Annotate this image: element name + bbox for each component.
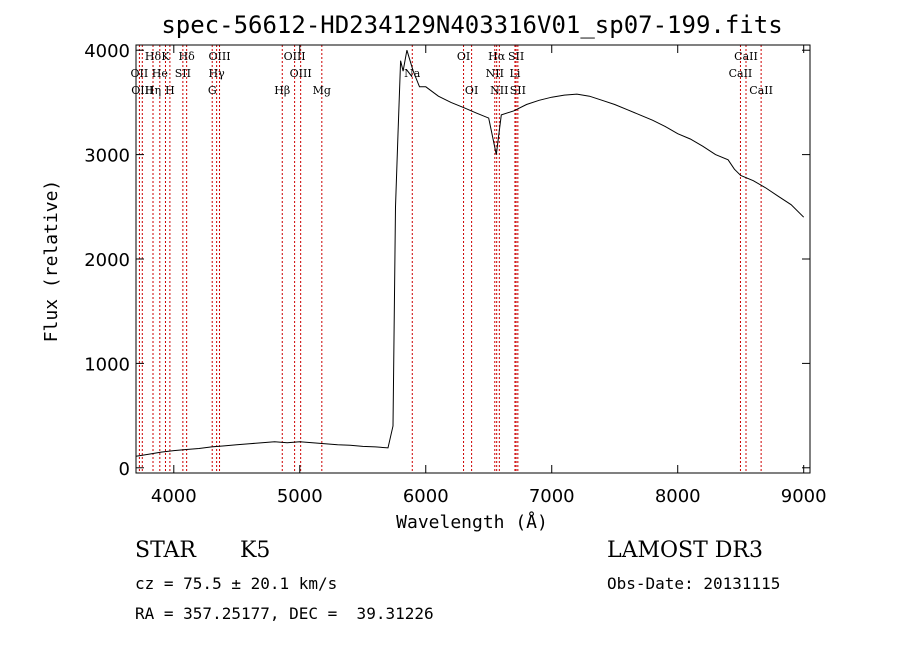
object-subclass: K5 [240,538,271,563]
spectral-line-label: Hγ [209,67,226,80]
y-tick-label: 2000 [84,250,130,271]
spectral-line-label: Hδ [145,50,162,63]
x-tick-label: 6000 [403,486,449,507]
spectral-line-label: OII [131,67,149,80]
x-tick-label: 8000 [655,486,701,507]
spectral-line-label: Hβ [274,84,290,97]
spectral-line-label: G [208,84,217,97]
spectral-line-label: Li [510,67,521,80]
y-tick-label: 4000 [84,41,130,62]
chart-title: spec-56612-HD234129N403316V01_sp07-199.f… [161,11,782,39]
y-axis-ticks: 0 1000 2000 3000 4000 [84,41,810,480]
spectral-line-label: K [161,50,170,63]
y-tick-label: 3000 [84,146,130,167]
spectral-line-label: Na [404,67,421,80]
spectral-line-label: NII [490,84,508,97]
spectral-line-label: OIII [208,50,230,63]
y-tick-label: 1000 [84,354,130,375]
x-tick-label: 5000 [277,486,323,507]
spectral-line-label: OIII [131,84,153,97]
spectral-line-label: Hα [488,50,506,63]
spectral-line-label: NII [486,67,504,80]
spectral-line-markers [138,45,762,473]
spectral-line-label: H [165,84,175,97]
y-tick-label: 0 [119,459,130,480]
spectral-line-label: Hη [145,84,161,97]
y-axis-label: Flux (relative) [41,180,62,343]
spectral-line-label: Mg [313,84,331,97]
survey-name: LAMOST DR3 [607,538,763,563]
coordinates: RA = 357.25177, DEC = 39.31226 [135,604,434,623]
object-class: STAR [135,538,196,563]
spectral-line-label: Hδ [179,50,196,63]
spectral-line-label: OIII [284,50,306,63]
spectral-line-label: OI [457,50,470,63]
spectrum-series [135,50,805,457]
spectral-line-label: CaII [749,84,773,97]
redshift-velocity: cz = 75.5 ± 20.1 km/s [135,574,338,593]
x-axis-label: Wavelength (Å) [396,511,548,533]
spectral-line-label: SII [175,67,191,80]
x-tick-label: 9000 [781,486,827,507]
spectral-line-label: CaII [734,50,758,63]
spectral-line-label: OI [465,84,478,97]
spectral-line-label: SII [508,50,524,63]
x-axis-ticks: 4000 5000 6000 7000 8000 9000 [151,45,827,507]
spectral-line-label: OIII [290,67,312,80]
x-tick-label: 7000 [529,486,575,507]
spectral-line-label: CaII [729,67,753,80]
plot-frame [135,44,811,474]
spectral-line-label: SII [510,84,526,97]
observation-date: Obs-Date: 20131115 [607,574,781,593]
x-tick-label: 4000 [151,486,197,507]
spectral-line-label: He [152,67,168,80]
